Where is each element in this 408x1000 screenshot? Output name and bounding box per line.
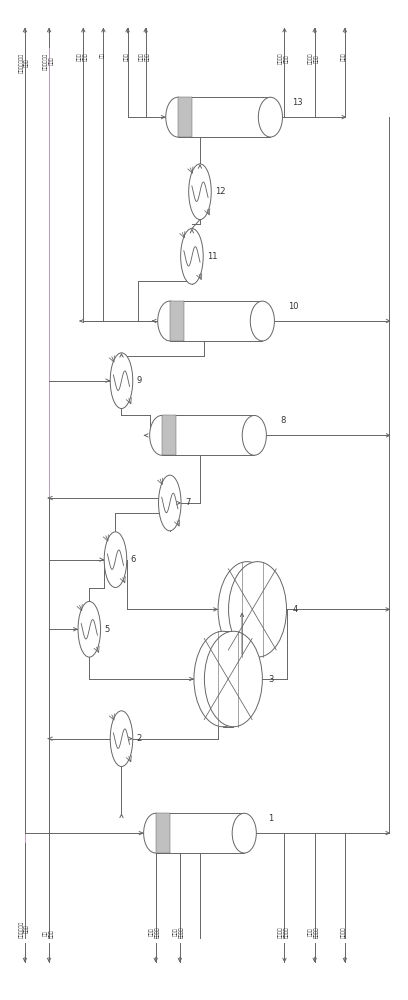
Text: 11: 11 (207, 252, 218, 261)
Circle shape (104, 532, 127, 588)
Ellipse shape (250, 301, 275, 341)
Text: 锅炉水
去界区: 锅炉水 去界区 (77, 52, 87, 61)
Text: 去界区: 去界区 (341, 52, 346, 61)
Text: 5: 5 (104, 625, 110, 634)
Text: 2: 2 (137, 734, 142, 743)
Bar (170, 301, 262, 341)
Text: 1: 1 (268, 814, 274, 823)
Circle shape (181, 229, 203, 284)
Ellipse shape (150, 415, 174, 455)
Bar (178, 97, 271, 137)
Ellipse shape (218, 562, 276, 657)
Bar (178, 97, 192, 137)
Ellipse shape (194, 631, 252, 727)
Circle shape (189, 164, 211, 220)
Circle shape (78, 601, 100, 657)
Ellipse shape (144, 813, 168, 853)
Text: 12: 12 (215, 187, 226, 196)
Text: 回水: 回水 (100, 52, 105, 58)
Ellipse shape (204, 631, 262, 727)
Text: 3: 3 (268, 674, 274, 684)
Text: 中低压熱和蜒汽
去界区: 中低压熱和蜒汽 去界区 (18, 52, 29, 73)
Text: 4: 4 (293, 605, 298, 614)
Circle shape (159, 475, 181, 531)
Text: 锅炉水
来自气化: 锅炉水 来自气化 (308, 926, 319, 938)
Text: 6: 6 (131, 555, 136, 564)
Text: 来自气化: 来自气化 (341, 926, 346, 938)
Text: 低温凝液
去界区: 低温凝液 去界区 (278, 52, 289, 64)
Text: 排污
去界区: 排污 去界区 (42, 929, 53, 938)
Bar (162, 415, 254, 455)
Text: 高温凝液
来自气化: 高温凝液 来自气化 (278, 926, 289, 938)
Bar (223, 631, 233, 727)
Circle shape (110, 711, 133, 767)
Text: 9: 9 (137, 376, 142, 385)
Bar (156, 813, 244, 853)
Ellipse shape (242, 415, 266, 455)
Bar (162, 415, 176, 455)
Text: 13: 13 (293, 98, 303, 107)
Bar (156, 813, 170, 853)
Text: 接蜒气: 接蜒气 (124, 52, 129, 61)
Text: 联合气
来自气化: 联合气 来自气化 (173, 926, 184, 938)
Text: 接蜒气
去界区: 接蜒气 去界区 (139, 52, 150, 61)
Ellipse shape (158, 301, 182, 341)
Text: 高温凝液
去界区: 高温凝液 去界区 (308, 52, 319, 64)
Ellipse shape (166, 97, 190, 137)
Ellipse shape (228, 562, 286, 657)
Text: 8: 8 (280, 416, 286, 425)
Circle shape (110, 353, 133, 409)
Text: 中压过热蜒汽
去界区: 中压过热蜒汽 去界区 (18, 920, 29, 938)
Ellipse shape (258, 97, 282, 137)
Text: 低压熱和蜒汽
去界区: 低压熱和蜒汽 去界区 (42, 52, 53, 70)
Text: 联合气
来自气化: 联合气 来自气化 (149, 926, 160, 938)
Bar (170, 301, 184, 341)
Text: 10: 10 (288, 302, 299, 311)
Text: 7: 7 (185, 498, 191, 507)
Ellipse shape (232, 813, 256, 853)
Bar (247, 562, 257, 657)
